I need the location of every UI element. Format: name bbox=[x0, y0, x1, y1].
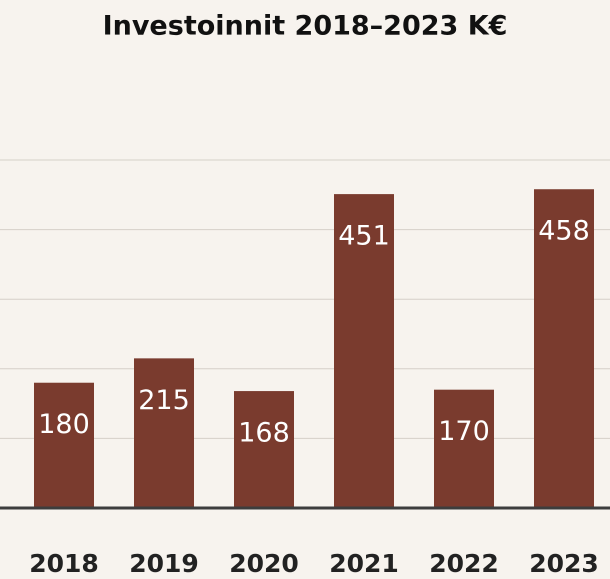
data-label: 451 bbox=[338, 221, 390, 252]
bar bbox=[334, 194, 394, 508]
x-tick-label: 2021 bbox=[329, 549, 399, 578]
bar bbox=[134, 358, 194, 508]
x-tick-label: 2020 bbox=[229, 549, 299, 578]
data-label: 458 bbox=[538, 216, 590, 247]
bar bbox=[234, 391, 294, 508]
chart-title: Investoinnit 2018–2023 K€ bbox=[103, 11, 508, 42]
x-tick-label: 2019 bbox=[129, 549, 199, 578]
data-label: 170 bbox=[438, 416, 490, 447]
bar bbox=[34, 382, 94, 508]
data-label: 215 bbox=[138, 385, 190, 416]
x-tick-label: 2018 bbox=[29, 549, 99, 578]
bar bbox=[434, 389, 494, 508]
x-tick-label: 2022 bbox=[429, 549, 499, 578]
data-label: 180 bbox=[38, 409, 90, 440]
bar bbox=[534, 189, 594, 508]
x-tick-label: 2023 bbox=[529, 549, 599, 578]
data-label: 168 bbox=[238, 418, 290, 449]
